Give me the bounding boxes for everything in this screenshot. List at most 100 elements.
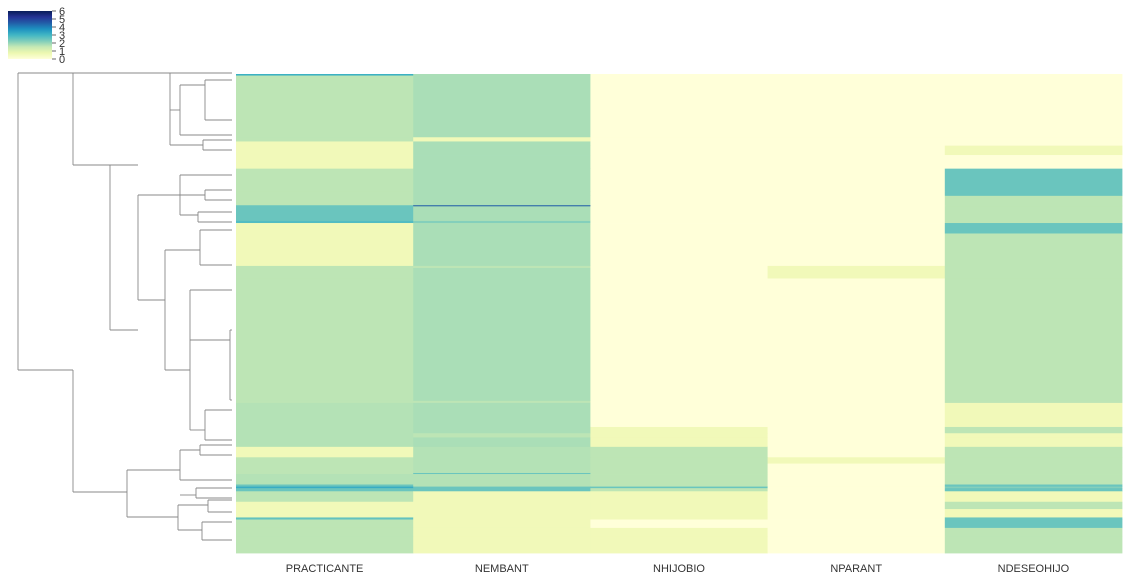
- heatmap-cell: [413, 75, 591, 138]
- heatmap-cell: [944, 168, 1123, 193]
- heatmap-cell: [767, 155, 946, 170]
- heatmap-cell: [590, 137, 768, 142]
- heatmap-cell: [590, 233, 768, 267]
- heatmap-cell: [944, 195, 1123, 206]
- heatmap-cell: [413, 446, 591, 458]
- heatmap-cell: [590, 74, 768, 76]
- heatmap-cell: [236, 75, 414, 138]
- heatmap-cell: [944, 536, 1123, 554]
- heatmap-cell: [413, 205, 591, 207]
- heatmap-cell: [767, 501, 946, 510]
- heatmap-cell: [236, 74, 414, 76]
- heatmap-cell: [413, 137, 591, 142]
- heatmap-cell: [590, 517, 768, 520]
- heatmap-cell: [767, 137, 946, 142]
- colorbar-tick-label: 6: [59, 6, 65, 18]
- column-label: PRACTICANTE: [286, 563, 364, 575]
- heatmap-cell: [767, 195, 946, 206]
- heatmap-cell: [413, 278, 591, 402]
- heatmap-cell: [767, 472, 946, 475]
- column-labels: PRACTICANTE NEMBANT NHIJOBIO NPARANT NDESEOH…: [286, 563, 1070, 575]
- heatmap-cell: [944, 268, 1123, 279]
- heatmap-cell: [590, 265, 768, 269]
- heatmap-cell: [944, 446, 1123, 458]
- heatmap-cell: [590, 195, 768, 206]
- heatmap-cell: [944, 223, 1123, 225]
- heatmap-cell: [944, 75, 1123, 138]
- heatmap-cell: [944, 472, 1123, 475]
- column-label: NDESEOHIJO: [998, 563, 1070, 575]
- heatmap-cell: [590, 488, 768, 492]
- heatmap-cell: [767, 457, 946, 464]
- heatmap-cell: [590, 519, 768, 529]
- heatmap-cell: [944, 145, 1123, 156]
- heatmap-cell: [944, 224, 1123, 234]
- heatmap-cell: [767, 223, 946, 225]
- heatmap-cell: [413, 265, 591, 269]
- heatmap-cell: [236, 433, 414, 438]
- heatmap-cell: [767, 437, 946, 448]
- heatmap-cell: [413, 484, 591, 487]
- heatmap-cell: [236, 527, 414, 537]
- heatmap-cell: [413, 268, 591, 279]
- heatmap-cell: [236, 488, 414, 492]
- heatmap-cell: [590, 484, 768, 487]
- heatmap-cell: [767, 74, 946, 76]
- heatmap-cell: [767, 527, 946, 537]
- heatmap-cell: [767, 141, 946, 147]
- heatmap-cell: [944, 426, 1123, 434]
- heatmap-cell: [767, 486, 946, 489]
- heatmap-cell: [590, 168, 768, 193]
- heatmap-cell: [236, 137, 414, 142]
- heatmap-cell: [413, 457, 591, 464]
- heatmap-cell: [236, 191, 414, 197]
- heatmap-cell: [590, 402, 768, 428]
- heatmap-cell: [944, 488, 1123, 492]
- heatmap-cell: [236, 402, 414, 428]
- colorbar-tick-label: 5: [59, 14, 65, 26]
- heatmap-cell: [413, 168, 591, 193]
- heatmap-cell: [413, 491, 591, 503]
- colorbar-gradient: [8, 11, 52, 59]
- heatmap-cell: [767, 265, 946, 269]
- heatmap-cell: [236, 278, 414, 402]
- heatmap-cell: [767, 474, 946, 485]
- heatmap-cell: [590, 400, 768, 404]
- heatmap-cell: [590, 141, 768, 147]
- heatmap-cell: [590, 437, 768, 448]
- heatmap-cell: [236, 155, 414, 170]
- heatmap-cell: [590, 205, 768, 207]
- heatmap-cell: [236, 141, 414, 147]
- heatmap-cell: [944, 402, 1123, 428]
- heatmap-cell: [944, 484, 1123, 487]
- heatmap-cell: [767, 402, 946, 428]
- heatmap-cell: [236, 484, 414, 487]
- heatmap-cell: [944, 457, 1123, 464]
- heatmap-cell: [944, 205, 1123, 207]
- colorbar-tick-label: 3: [59, 30, 65, 42]
- heatmap-cell: [767, 509, 946, 518]
- heatmap-cell: [413, 527, 591, 537]
- heatmap-cell: [590, 268, 768, 279]
- heatmap-cell: [413, 486, 591, 489]
- heatmap-cell: [236, 400, 414, 404]
- heatmap-cell: [590, 446, 768, 458]
- heatmap-cell: [944, 191, 1123, 197]
- colorbar-tick-label: 2: [59, 38, 65, 50]
- heatmap-cell: [236, 265, 414, 269]
- heatmap-cell: [944, 474, 1123, 485]
- heatmap-cell: [236, 268, 414, 279]
- heatmap-cell: [767, 145, 946, 156]
- heatmap-cell: [767, 75, 946, 138]
- heatmap-cell: [236, 457, 414, 464]
- heatmap-cell: [944, 265, 1123, 269]
- heatmap-cell: [767, 433, 946, 438]
- heatmap-cell: [413, 437, 591, 448]
- heatmap-cell: [944, 278, 1123, 402]
- heatmap-cell: [413, 224, 591, 234]
- heatmap-cell: [590, 527, 768, 537]
- heatmap-cell: [236, 233, 414, 267]
- heatmap-cell: [413, 519, 591, 529]
